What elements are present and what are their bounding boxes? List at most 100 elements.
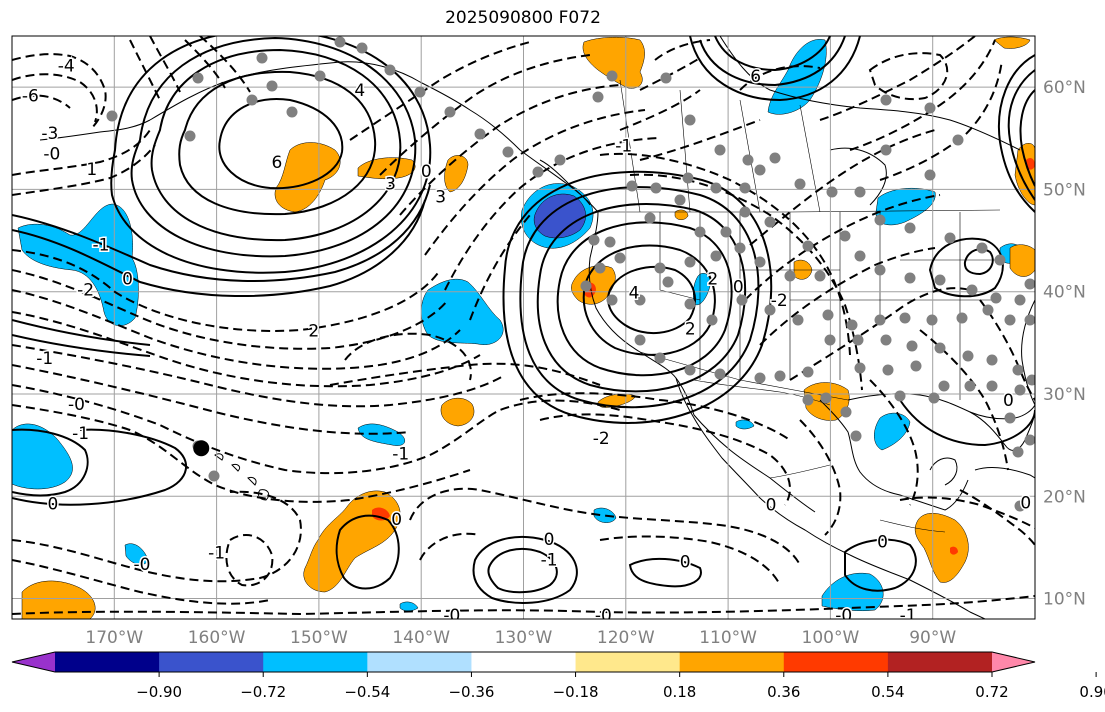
station-dot bbox=[634, 334, 646, 346]
station-dot bbox=[802, 394, 814, 406]
contour-dashed bbox=[869, 379, 919, 506]
station-dot bbox=[266, 80, 278, 92]
station-dot bbox=[286, 106, 298, 118]
colorbar-tick-label: 0.18 bbox=[663, 683, 696, 701]
contour-solid bbox=[12, 428, 188, 506]
station-dot bbox=[606, 70, 618, 82]
colorbar-extend-max bbox=[992, 652, 1035, 672]
station-dot bbox=[606, 294, 618, 306]
shaded-anomaly-layer bbox=[12, 36, 1035, 619]
contour-label: 1 bbox=[86, 160, 97, 180]
contour-dashed bbox=[349, 41, 531, 141]
station-dot bbox=[742, 154, 754, 166]
station-dot bbox=[1014, 384, 1026, 396]
contour-label: 6 bbox=[272, 153, 283, 173]
station-dot bbox=[532, 166, 544, 178]
station-dot bbox=[986, 354, 998, 366]
coastline-canada-north bbox=[719, 36, 1021, 151]
contour-label: -0 bbox=[443, 606, 460, 626]
shade-region-gulf-of-alaska bbox=[274, 142, 341, 213]
contour-dashed bbox=[519, 392, 791, 441]
station-dot bbox=[769, 152, 781, 164]
contour-dashed bbox=[424, 109, 646, 256]
shade-region-nw-corner bbox=[582, 37, 645, 89]
station-dot bbox=[714, 368, 726, 380]
shade-region-ne-core bbox=[1026, 158, 1035, 170]
shade-region-nevada bbox=[692, 273, 711, 306]
coastline-us-west bbox=[588, 211, 695, 416]
station-dot bbox=[964, 380, 976, 392]
contour-solid bbox=[12, 319, 151, 357]
station-dot bbox=[944, 232, 956, 244]
station-dot bbox=[650, 182, 662, 194]
station-dot bbox=[982, 304, 994, 316]
station-dot bbox=[990, 292, 1002, 304]
lat-tick-label: 30°N bbox=[1043, 385, 1086, 405]
station-dot bbox=[1014, 294, 1026, 306]
station-dot bbox=[774, 370, 786, 382]
gridlines bbox=[12, 36, 1035, 619]
lon-tick-label: 140°W bbox=[392, 628, 450, 648]
colorbar-tick-label: 0.72 bbox=[975, 683, 1008, 701]
contour-dashed bbox=[344, 332, 472, 381]
contour-label: -0 bbox=[835, 606, 852, 626]
colorbar-outline bbox=[11, 651, 1036, 673]
contour-label: -1 bbox=[392, 444, 409, 464]
contour-solid bbox=[844, 538, 917, 592]
shade-region-sw bbox=[21, 580, 96, 619]
station-dot bbox=[654, 352, 666, 364]
shade-region-central-america bbox=[821, 572, 884, 612]
contour-label: -2 bbox=[771, 291, 788, 311]
station-dot bbox=[626, 180, 638, 192]
station-dot bbox=[994, 254, 1006, 266]
contour-label: 6 bbox=[750, 67, 761, 87]
station-dot bbox=[739, 182, 751, 194]
shade-region-tiny bbox=[735, 419, 755, 430]
contour-label: 0 bbox=[680, 553, 691, 573]
station-dot bbox=[1026, 374, 1035, 386]
station-dot bbox=[880, 334, 892, 346]
contour-label: 0 bbox=[1003, 391, 1014, 411]
station-dot bbox=[924, 169, 936, 181]
contour-solid bbox=[536, 203, 747, 393]
station-dot bbox=[1004, 412, 1016, 424]
station-dot bbox=[684, 298, 696, 310]
contour-dashed bbox=[12, 344, 506, 408]
station-dot bbox=[894, 390, 906, 402]
contour-label: 3 bbox=[435, 188, 446, 208]
contour-dashed bbox=[12, 269, 449, 350]
contour-dashed bbox=[849, 39, 996, 151]
station-dot bbox=[706, 314, 718, 326]
station-dot bbox=[854, 362, 866, 374]
contour-label: -0 bbox=[68, 395, 85, 415]
station-dot bbox=[1014, 500, 1026, 512]
contour-dashed bbox=[744, 194, 941, 301]
colorbar-tick-label: 0.36 bbox=[767, 683, 800, 701]
station-dot bbox=[592, 91, 604, 103]
contour-solid bbox=[12, 428, 89, 497]
station-dot bbox=[684, 364, 696, 376]
lon-tick-label: 100°W bbox=[802, 628, 860, 648]
station-dot bbox=[1024, 434, 1035, 446]
station-dot bbox=[208, 470, 220, 482]
lon-tick-label: 120°W bbox=[597, 628, 655, 648]
station-dot bbox=[414, 86, 426, 98]
contour-label: -1 bbox=[36, 349, 53, 369]
contour-dashed bbox=[469, 214, 531, 321]
contour-dashed bbox=[12, 94, 71, 109]
shade-region-west-coast-core bbox=[533, 193, 586, 239]
station-dot bbox=[966, 284, 978, 296]
colorbar-segment bbox=[887, 652, 993, 672]
station-dot bbox=[906, 340, 918, 352]
contour-dashed bbox=[12, 311, 481, 388]
station-dot bbox=[644, 212, 656, 224]
contour-label: -1 bbox=[541, 551, 558, 571]
contour-solid bbox=[487, 547, 558, 594]
station-dot bbox=[184, 130, 196, 142]
station-dot bbox=[986, 380, 998, 392]
contour-dashed bbox=[129, 36, 181, 101]
station-dot bbox=[314, 70, 326, 82]
station-dot bbox=[754, 164, 766, 176]
station-dot bbox=[904, 272, 916, 284]
coastline-yucatan bbox=[929, 457, 958, 486]
